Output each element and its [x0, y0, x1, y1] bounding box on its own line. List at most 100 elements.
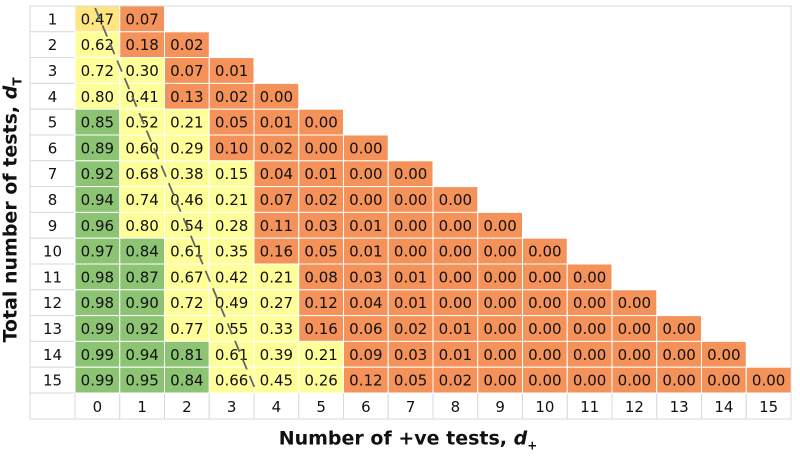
- cell-value: 0.02: [170, 36, 203, 54]
- cell-value: 0.92: [81, 165, 114, 183]
- cell-value: 0.12: [304, 294, 337, 312]
- heatmap-cell: [208, 211, 255, 239]
- cell-value: 0.00: [573, 372, 606, 390]
- row-label-cell: [29, 160, 76, 188]
- row-label: 7: [48, 165, 58, 183]
- heatmap-cell: [432, 289, 479, 317]
- cell-value: 0.02: [304, 191, 337, 209]
- cell-value: 0.00: [618, 372, 651, 390]
- heatmap-cell: [119, 160, 165, 188]
- cell-value: 0.08: [304, 268, 337, 286]
- cell-value: 0.26: [304, 372, 337, 390]
- row-label: 10: [43, 243, 62, 261]
- cell-value: 0.41: [125, 88, 158, 106]
- cell-value: 0.21: [170, 114, 203, 132]
- col-label: 12: [625, 398, 644, 416]
- cell-value: 0.00: [662, 372, 695, 390]
- col-label: 9: [495, 398, 505, 416]
- heatmap-cell: [566, 263, 613, 291]
- heatmap-cell: [208, 57, 255, 84]
- cell-value: 0.80: [81, 88, 114, 106]
- cell-value: 0.00: [662, 346, 695, 364]
- row-label: 11: [43, 268, 62, 286]
- cell-value: 0.00: [573, 268, 606, 286]
- cell-value: 0.00: [483, 346, 516, 364]
- row-label: 5: [48, 114, 58, 132]
- cell-value: 0.21: [304, 346, 337, 364]
- cell-value: 0.00: [483, 372, 516, 390]
- heatmap-cell: [611, 340, 658, 368]
- cell-value: 0.01: [304, 165, 337, 183]
- cell-value: 0.03: [304, 217, 337, 235]
- heatmap-cell: [387, 237, 434, 265]
- heatmap-cell: [522, 237, 568, 265]
- col-label: 4: [272, 398, 282, 416]
- cell-value: 0.00: [618, 346, 651, 364]
- heatmap-cell: [164, 31, 210, 59]
- heatmap-cell: [253, 315, 300, 342]
- cell-value: 0.55: [215, 320, 248, 338]
- heatmap-cell: [343, 340, 389, 368]
- col-label: 0: [93, 398, 103, 416]
- cell-value: 0.00: [528, 372, 561, 390]
- cell-value: 0.01: [349, 243, 382, 261]
- cell-value: 0.00: [707, 346, 740, 364]
- cell-value: 0.02: [394, 320, 427, 338]
- cell-value: 0.00: [439, 217, 472, 235]
- cell-value: 0.16: [304, 320, 337, 338]
- cell-value: 0.46: [170, 191, 203, 209]
- cell-value: 0.85: [81, 114, 114, 132]
- cell-value: 0.00: [707, 372, 740, 390]
- cell-value: 0.01: [439, 320, 472, 338]
- cell-value: 0.21: [260, 268, 293, 286]
- cell-value: 0.05: [394, 372, 427, 390]
- heatmap-cell: [253, 366, 300, 394]
- heatmap-cell: [387, 186, 434, 213]
- cell-value: 0.00: [349, 165, 382, 183]
- cell-value: 0.67: [170, 268, 203, 286]
- cell-value: 0.96: [81, 217, 114, 235]
- cell-value: 0.84: [170, 372, 203, 390]
- heatmap-cell: [164, 366, 210, 394]
- cell-value: 0.05: [215, 114, 248, 132]
- row-label-cell: [29, 366, 76, 394]
- cell-value: 0.01: [260, 114, 293, 132]
- cell-value: 0.89: [81, 139, 114, 157]
- cell-value: 0.09: [349, 346, 382, 364]
- col-label: 6: [361, 398, 371, 416]
- cell-value: 0.74: [125, 191, 158, 209]
- col-label: 14: [714, 398, 733, 416]
- row-label: 15: [43, 372, 62, 390]
- cell-value: 0.99: [81, 346, 114, 364]
- heatmap-cell: [253, 263, 300, 291]
- cell-value: 0.21: [215, 191, 248, 209]
- cell-value: 0.61: [215, 346, 248, 364]
- cell-value: 0.30: [125, 62, 158, 80]
- heatmap-cell: [208, 366, 255, 394]
- row-label: 3: [48, 62, 58, 80]
- cell-value: 0.00: [483, 320, 516, 338]
- heatmap-cell: [745, 366, 792, 394]
- cell-value: 0.61: [170, 243, 203, 261]
- heatmap-cell: [253, 134, 300, 162]
- heatmap-cell: [74, 263, 121, 291]
- cell-value: 0.00: [483, 294, 516, 312]
- cell-value: 0.98: [81, 268, 114, 286]
- row-label: 4: [48, 88, 58, 106]
- heatmap-cell: [432, 340, 479, 368]
- cell-value: 0.45: [260, 372, 293, 390]
- heatmap-cell: [119, 340, 165, 368]
- col-label-cell: [298, 392, 344, 420]
- cell-value: 0.60: [125, 139, 158, 157]
- cell-value: 0.00: [304, 139, 337, 157]
- cell-value: 0.39: [260, 346, 293, 364]
- col-label-cell: [208, 392, 255, 420]
- cell-value: 0.13: [170, 88, 203, 106]
- heatmap-cell: [298, 263, 344, 291]
- row-label: 8: [48, 191, 58, 209]
- row-label-cell: [29, 186, 76, 213]
- cell-value: 0.01: [349, 217, 382, 235]
- cell-value: 0.00: [483, 243, 516, 261]
- col-label: 15: [759, 398, 778, 416]
- heatmap-cell: [343, 366, 389, 394]
